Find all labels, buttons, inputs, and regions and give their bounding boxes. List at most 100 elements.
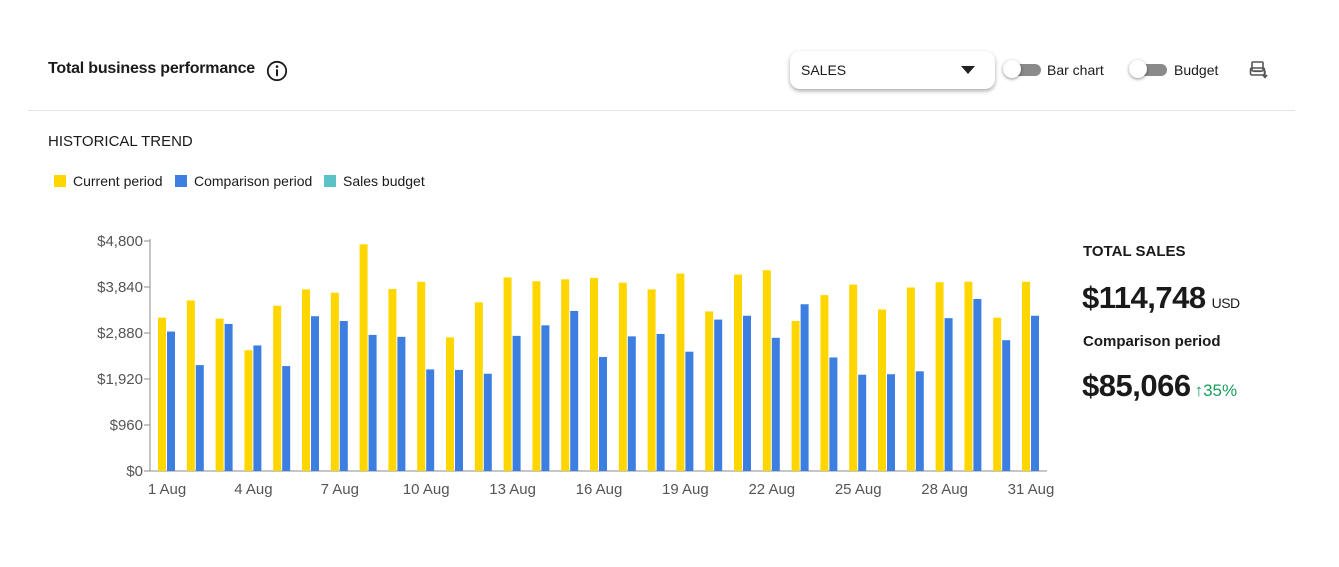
chevron-down-icon xyxy=(961,66,975,74)
bar-current-period[interactable] xyxy=(417,281,426,471)
bar-comparison-period[interactable] xyxy=(829,357,838,471)
y-tick-label: $4,800 xyxy=(97,233,143,250)
bar-current-period[interactable] xyxy=(993,317,1002,471)
bar-current-period[interactable] xyxy=(618,282,627,471)
bar-current-period[interactable] xyxy=(791,321,800,471)
bar-current-period[interactable] xyxy=(734,274,742,471)
x-tick-label: 28 Aug xyxy=(921,481,968,498)
x-tick-label: 10 Aug xyxy=(403,481,450,498)
y-tick-label: $1,920 xyxy=(97,371,143,388)
bar-comparison-period[interactable] xyxy=(512,335,521,471)
bar-comparison-period[interactable] xyxy=(541,325,550,471)
y-tick-label: $2,880 xyxy=(97,325,143,342)
bar-current-period[interactable] xyxy=(186,300,195,471)
comparison-period-label: Comparison period xyxy=(1083,333,1221,350)
bar-comparison-period[interactable] xyxy=(771,337,780,471)
comparison-amount: $85,066 xyxy=(1082,368,1191,403)
bar-comparison-period[interactable] xyxy=(887,374,895,471)
bar-current-period[interactable] xyxy=(273,305,282,471)
x-tick-label: 7 Aug xyxy=(321,481,359,498)
bar-comparison-period[interactable] xyxy=(483,373,492,471)
x-tick-label: 1 Aug xyxy=(148,481,186,498)
total-sales-value: $114,748 USD xyxy=(1082,280,1240,316)
arrow-up-icon: ↑ xyxy=(1194,381,1204,400)
y-tick-label: $0 xyxy=(126,463,143,480)
legend-item-budget[interactable]: Sales budget xyxy=(324,173,425,189)
bar-comparison-period[interactable] xyxy=(858,374,867,471)
bar-comparison-period[interactable] xyxy=(915,371,924,471)
legend-item-current[interactable]: Current period xyxy=(54,173,163,189)
legend-swatch xyxy=(175,175,187,187)
toggle-knob xyxy=(1129,60,1147,78)
bar-current-period[interactable] xyxy=(1022,281,1030,471)
bar-current-period[interactable] xyxy=(158,317,166,471)
bar-comparison-period[interactable] xyxy=(426,369,435,471)
legend-swatch xyxy=(324,175,336,187)
bar-current-period[interactable] xyxy=(244,350,253,471)
bar-current-period[interactable] xyxy=(705,311,714,471)
bar-current-period[interactable] xyxy=(215,318,224,471)
bar-current-period[interactable] xyxy=(935,282,944,471)
bar-current-period[interactable] xyxy=(302,289,310,471)
change-percent: 35% xyxy=(1203,381,1238,400)
info-circle-icon[interactable] xyxy=(266,60,288,82)
legend-label: Sales budget xyxy=(343,173,425,189)
toggle-knob xyxy=(1003,60,1021,78)
bar-comparison-period[interactable] xyxy=(195,365,204,471)
bar-comparison-period[interactable] xyxy=(368,334,377,471)
bar-comparison-period[interactable] xyxy=(973,298,982,471)
bar-comparison-period[interactable] xyxy=(282,366,291,471)
export-download-icon[interactable] xyxy=(1249,60,1269,80)
bar-comparison-period[interactable] xyxy=(1002,340,1011,471)
bar-current-period[interactable] xyxy=(330,292,339,471)
bar-current-period[interactable] xyxy=(359,244,368,471)
historical-trend-chart: $0 $960 $1,920 $2,880 $3,840 $4,800 1 Aug 4 Aug… xyxy=(97,233,1054,498)
legend-item-comparison[interactable]: Comparison period xyxy=(175,173,312,189)
bar-comparison-period[interactable] xyxy=(167,331,175,471)
bar-current-period[interactable] xyxy=(474,302,483,471)
bar-current-period[interactable] xyxy=(762,270,771,471)
bar-current-period[interactable] xyxy=(878,309,886,471)
budget-toggle[interactable] xyxy=(1129,60,1169,78)
bar-current-period[interactable] xyxy=(590,277,598,471)
bar-comparison-period[interactable] xyxy=(714,319,723,471)
bar-comparison-period[interactable] xyxy=(599,356,607,471)
bar-comparison-period[interactable] xyxy=(455,369,463,471)
bar-current-period[interactable] xyxy=(561,279,570,471)
metric-select[interactable]: SALES xyxy=(790,51,995,89)
bar-current-period[interactable] xyxy=(446,337,454,471)
bar-current-period[interactable] xyxy=(849,284,858,471)
bar-comparison-period[interactable] xyxy=(397,336,406,471)
bar-comparison-period[interactable] xyxy=(656,333,665,471)
x-tick-label: 22 Aug xyxy=(748,481,795,498)
bar-comparison-period[interactable] xyxy=(339,321,348,471)
bar-comparison-period[interactable] xyxy=(800,304,809,471)
bar-comparison-period[interactable] xyxy=(253,345,262,471)
bar-current-period[interactable] xyxy=(647,289,656,471)
bar-comparison-period[interactable] xyxy=(570,310,579,471)
bar-comparison-period[interactable] xyxy=(685,351,694,471)
bar-comparison-period[interactable] xyxy=(311,316,319,471)
currency-unit: USD xyxy=(1211,295,1241,311)
bar-current-period[interactable] xyxy=(676,273,685,471)
x-tick-label: 19 Aug xyxy=(662,481,709,498)
bar-current-period[interactable] xyxy=(388,288,397,471)
bar-current-period[interactable] xyxy=(906,287,915,471)
bar-comparison-period[interactable] xyxy=(224,323,233,471)
bar-current-period[interactable] xyxy=(820,295,829,471)
bar-current-period[interactable] xyxy=(532,281,541,471)
budget-toggle-label: Budget xyxy=(1174,62,1219,78)
bar-comparison-period[interactable] xyxy=(944,318,953,471)
bar-current-period[interactable] xyxy=(503,277,512,471)
bar-comparison-period[interactable] xyxy=(627,336,636,471)
legend-label: Current period xyxy=(73,173,163,189)
bar-comparison-period[interactable] xyxy=(743,315,751,471)
y-tick-label: $960 xyxy=(110,417,143,434)
bar-comparison-period[interactable] xyxy=(1031,315,1039,471)
bar-chart-toggle[interactable] xyxy=(1003,60,1043,78)
legend-label: Comparison period xyxy=(194,173,313,189)
change-badge: ↑35% xyxy=(1195,381,1238,400)
bar-current-period[interactable] xyxy=(964,281,973,471)
total-sales-amount: $114,748 xyxy=(1082,280,1206,315)
legend-swatch xyxy=(54,175,66,187)
